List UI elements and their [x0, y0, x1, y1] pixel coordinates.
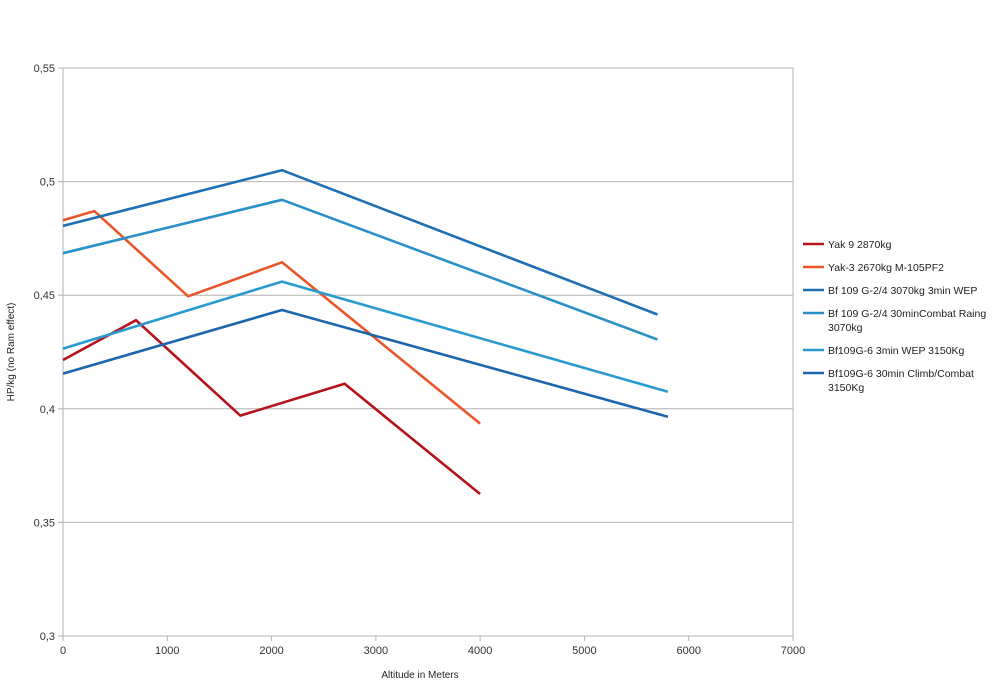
legend-label-4: Bf 109 G-2/4 30minCombat Raing 3070kg: [828, 308, 986, 334]
y-axis-title: HP/kg (no Ram effect): [6, 303, 17, 402]
y-tick-label: 0,35: [34, 517, 55, 529]
legend-label-3: Bf 109 G-2/4 3070kg 3min WEP: [828, 285, 977, 297]
legend-label-2: Yak-3 2670kg M-105PF2: [828, 262, 944, 274]
x-axis-title: Altitude in Meters: [381, 670, 458, 681]
x-tick-label: 2000: [259, 645, 283, 657]
x-tick-label: 3000: [364, 645, 388, 657]
x-tick-label: 4000: [468, 645, 492, 657]
y-tick-label: 0,45: [34, 290, 55, 302]
series-line-6: [62, 308, 669, 419]
series-line-3: [62, 168, 658, 316]
legend-label-1: Yak 9 2870kg: [828, 239, 892, 251]
legend-label-6: Bf109G-6 30min Climb/Combat 3150Kg: [828, 368, 974, 394]
y-tick-label: 0,4: [40, 404, 55, 416]
x-tick-label: 6000: [676, 645, 700, 657]
x-tick-label: 1000: [155, 645, 179, 657]
series-line-4: [62, 198, 658, 341]
x-tick-label: 0: [60, 645, 66, 657]
x-tick-label: 7000: [781, 645, 805, 657]
legend: Yak 9 2870kg Yak-3 2670kg M-105PF2 Bf 109 …: [803, 239, 986, 394]
series-line-2: [62, 209, 481, 425]
y-tick-label: 0,3: [40, 631, 55, 643]
y-tick-label: 0,5: [40, 177, 55, 189]
x-tick-label: 5000: [572, 645, 596, 657]
legend-label-5: Bf109G-6 3min WEP 3150Kg: [828, 345, 965, 357]
y-tick-label: 0,55: [34, 63, 55, 75]
series-line-5: [62, 280, 669, 394]
